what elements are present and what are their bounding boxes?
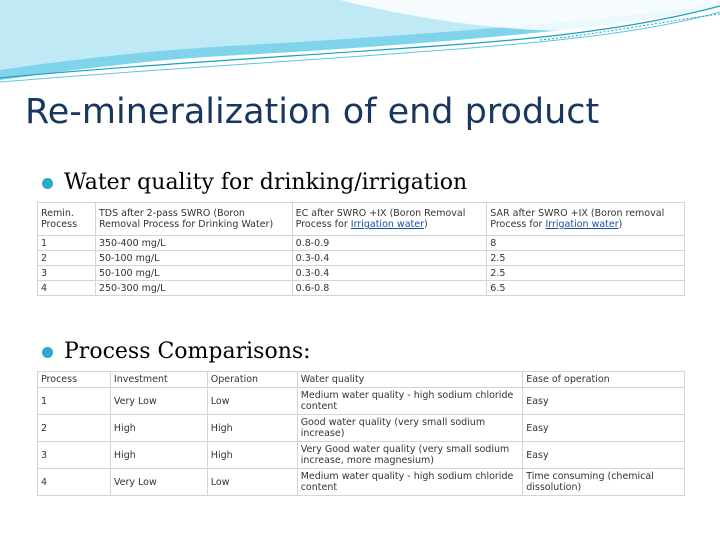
- table-cell: 4: [37, 280, 96, 296]
- header-text: ): [618, 219, 623, 230]
- table-cell: 1: [37, 235, 96, 251]
- table-cell: 8: [486, 235, 685, 251]
- water-quality-table: Remin. Process TDS after 2-pass SWRO (Bo…: [37, 202, 685, 296]
- table-row: 4 250-300 mg/L 0.6-0.8 6.5: [37, 280, 685, 296]
- table-cell: 250-300 mg/L: [94, 280, 293, 296]
- table-cell: 4: [37, 468, 111, 496]
- table-header-row: Remin. Process TDS after 2-pass SWRO (Bo…: [37, 202, 685, 236]
- header-cell: Ease of operation: [522, 371, 685, 388]
- table-cell: 0.8-0.9: [291, 235, 488, 251]
- header-text: EC after SWRO +IX (Boron Removal Process…: [295, 208, 466, 230]
- table-row: 3 High High Very Good water quality (ver…: [37, 441, 685, 469]
- bullet-text: Process Comparisons:: [64, 339, 311, 364]
- table-cell: High: [109, 441, 208, 469]
- table-header-row: Process Investment Operation Water quali…: [37, 371, 685, 388]
- table-cell: 0.3-0.4: [291, 250, 488, 266]
- table-cell: Very Low: [109, 387, 208, 415]
- header-text: ): [424, 219, 428, 230]
- table-cell: 50-100 mg/L: [94, 265, 293, 281]
- table-cell: Low: [206, 468, 298, 496]
- wave-decoration: [0, 0, 720, 83]
- table-cell: 3: [37, 265, 96, 281]
- table-cell: Very Good water quality (very small sodi…: [296, 441, 524, 469]
- header-cell: Remin. Process: [37, 202, 96, 236]
- table-cell: Medium water quality - high sodium chlor…: [296, 468, 524, 496]
- process-comparison-table: Process Investment Operation Water quali…: [37, 371, 685, 496]
- bullet-text: Water quality for drinking/irrigation: [64, 170, 468, 195]
- table-cell: High: [206, 441, 298, 469]
- table-cell: Good water quality (very small sodium in…: [296, 414, 524, 442]
- table-cell: 6.5: [486, 280, 685, 296]
- table-row: 1 350-400 mg/L 0.8-0.9 8: [37, 235, 685, 251]
- header-cell: Investment: [109, 371, 208, 388]
- header-text: SAR after SWRO +IX (Boron removal Proces…: [490, 208, 665, 230]
- table-row: 2 50-100 mg/L 0.3-0.4 2.5: [37, 250, 685, 266]
- header-cell: Water quality: [296, 371, 524, 388]
- table-cell: High: [109, 414, 208, 442]
- table-cell: Easy: [522, 387, 685, 415]
- table-cell: 2.5: [486, 265, 685, 281]
- table-row: 2 High High Good water quality (very sma…: [37, 414, 685, 442]
- table-cell: 2: [37, 250, 96, 266]
- header-cell: Operation: [206, 371, 298, 388]
- header-cell: Process: [37, 371, 111, 388]
- table-row: 4 Very Low Low Medium water quality - hi…: [37, 468, 685, 496]
- table-cell: Easy: [522, 441, 685, 469]
- header-cell: SAR after SWRO +IX (Boron removal Proces…: [486, 202, 685, 236]
- table-cell: Easy: [522, 414, 685, 442]
- irrigation-water-link[interactable]: Irrigation water: [545, 219, 619, 230]
- table-cell: Very Low: [109, 468, 208, 496]
- table-cell: Time consuming (chemical dissolution): [522, 468, 685, 496]
- irrigation-water-link[interactable]: Irrigation water: [350, 219, 424, 230]
- bullet-dot-icon: [42, 178, 53, 189]
- table-cell: 50-100 mg/L: [94, 250, 293, 266]
- header-cell: EC after SWRO +IX (Boron Removal Process…: [291, 202, 488, 236]
- table-cell: Low: [206, 387, 298, 415]
- table-cell: 3: [37, 441, 111, 469]
- table-cell: 350-400 mg/L: [94, 235, 293, 251]
- table-cell: 2: [37, 414, 111, 442]
- header-cell: TDS after 2-pass SWRO (Boron Removal Pro…: [94, 202, 293, 236]
- table-cell: 0.3-0.4: [291, 265, 488, 281]
- table-row: 1 Very Low Low Medium water quality - hi…: [37, 387, 685, 415]
- table-row: 3 50-100 mg/L 0.3-0.4 2.5: [37, 265, 685, 281]
- table-cell: Medium water quality - high sodium chlor…: [296, 387, 524, 415]
- slide-title: Re-mineralization of end product: [25, 92, 600, 132]
- table-cell: 1: [37, 387, 111, 415]
- table-cell: 2.5: [486, 250, 685, 266]
- bullet-dot-icon: [42, 347, 53, 358]
- table-cell: High: [206, 414, 298, 442]
- table-cell: 0.6-0.8: [291, 280, 488, 296]
